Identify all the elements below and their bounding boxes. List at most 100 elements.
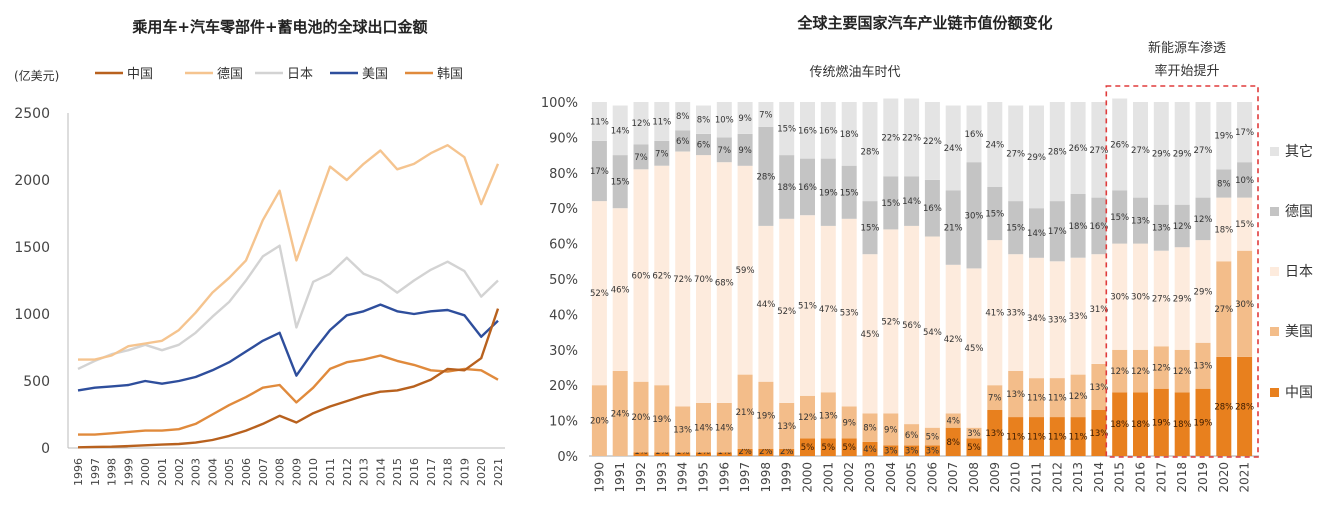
bar-legend-swatch-share_japan (1270, 267, 1279, 276)
line-chart-unit-label: (亿美元) (14, 68, 59, 83)
bar-stack-2015: 18% 12% 30% 15% 26% (1110, 98, 1129, 456)
bar-segment-share_germany (1112, 190, 1128, 244)
bar-segment-share_japan (737, 165, 753, 375)
bar-segment-share_usa (633, 381, 649, 453)
line-x-tick-label: 2001 (156, 458, 169, 486)
bar-segment-share_usa (1091, 364, 1107, 410)
bar-segment-share_japan (1133, 243, 1148, 350)
bar-data-label: 6% (905, 431, 919, 441)
bar-segment-share_usa (758, 381, 774, 449)
bar-segment-share_other (800, 102, 815, 159)
bar-data-label: 9% (738, 146, 752, 156)
bar-data-label: 12% (1069, 392, 1088, 402)
bar-data-label: 22% (923, 137, 942, 147)
bar-data-label: 28% (861, 148, 880, 158)
export-line-chart: 乘用车+汽车零部件+蓄电池的全球出口金额 (亿美元) 中国 德国 日本 美国 韩国 0 5… (14, 18, 505, 486)
bar-data-label: 14% (694, 424, 713, 434)
bar-data-label: 27% (1152, 295, 1171, 305)
bar-segment-share_china (779, 448, 795, 456)
bar-x-tick-label: 2007 (946, 462, 960, 493)
bar-segment-share_usa (696, 402, 711, 453)
bar-segment-share_other (1237, 102, 1253, 163)
bar-data-label: 15% (861, 224, 880, 234)
bar-segment-share_japan (696, 155, 711, 403)
bar-x-tick-label: 1994 (676, 462, 690, 493)
bar-segment-share_china (987, 410, 1003, 456)
bar-data-label: 13% (1194, 362, 1213, 372)
line-series-germany (78, 144, 500, 361)
bar-data-label: 12% (1194, 215, 1213, 225)
bar-data-label: 8% (676, 112, 690, 122)
bar-segment-share_japan (1216, 197, 1232, 262)
bar-data-label: 5% (822, 443, 836, 453)
bar-data-label: 42% (944, 335, 963, 345)
bar-segment-share_japan (612, 208, 628, 371)
bar-segment-share_usa (841, 406, 857, 439)
bar-data-label: 31% (1089, 305, 1108, 315)
bar-y-tick-label: 100% (541, 96, 578, 111)
bar-stack-2008: 5% 3% 45% 30% 16% (965, 105, 984, 456)
bar-x-tick-label: 2009 (988, 462, 1002, 493)
bar-segment-share_germany (904, 176, 920, 226)
line-x-tick-label: 2012 (341, 458, 354, 486)
bar-stack-2021: 28% 30% 15% 10% 17% (1235, 102, 1254, 456)
bar-y-tick-label: 20% (549, 379, 578, 394)
bar-data-label: 2% (759, 447, 773, 457)
bar-segment-share_japan (883, 229, 899, 414)
bar-data-label: 4% (863, 445, 877, 455)
bar-segment-share_usa (924, 427, 940, 446)
bar-data-label: 12% (1110, 367, 1129, 377)
bar-data-label: 14% (902, 197, 921, 207)
bar-data-label: 18% (840, 130, 859, 140)
line-y-tick-label: 2000 (14, 173, 50, 189)
bar-data-label: 24% (611, 410, 630, 420)
bar-data-label: 27% (1131, 146, 1150, 156)
bar-segment-share_china (904, 445, 920, 456)
bar-data-label: 18% (1069, 222, 1088, 232)
bar-legend-label-share_germany: 德国 (1285, 204, 1313, 220)
bar-segment-share_china (883, 445, 899, 456)
bar-segment-share_china (924, 445, 940, 456)
bar-data-label: 19% (652, 415, 671, 425)
bar-data-label: 13% (1006, 390, 1025, 400)
bar-segment-share_germany (1049, 201, 1065, 262)
bar-segment-share_japan (758, 225, 774, 382)
line-x-tick-label: 2010 (307, 458, 320, 486)
bar-y-tick-label: 0% (557, 450, 578, 465)
bar-segment-share_germany (696, 133, 711, 156)
bar-data-label: 15% (1110, 213, 1129, 223)
line-x-tick-label: 1996 (72, 458, 85, 486)
bar-x-tick-label: 2014 (1092, 462, 1106, 493)
bar-data-label: 5% (801, 443, 815, 453)
bar-segment-share_china (1153, 388, 1169, 456)
bar-segment-share_germany (862, 201, 878, 255)
bar-data-label: 7% (655, 149, 669, 159)
bar-segment-share_other (696, 105, 711, 134)
bar-x-tick-label: 2001 (821, 462, 835, 493)
bar-data-label: 12% (1131, 367, 1150, 377)
bar-legend-swatch-share_china (1270, 388, 1279, 397)
bar-stack-1990: 0%20%52%17%11% (590, 102, 609, 457)
bar-x-tick-label: 2003 (863, 462, 877, 493)
bar-segment-share_other (654, 102, 670, 141)
bar-data-label: 16% (965, 130, 984, 140)
bar-data-label: 12% (1173, 222, 1192, 232)
bar-segment-share_china (945, 427, 961, 456)
bar-segment-share_other (758, 102, 774, 127)
bar-data-label: 33% (1069, 312, 1088, 322)
bar-segment-share_usa (820, 392, 836, 439)
bar-data-label: 54% (923, 328, 942, 338)
bar-data-label: 13% (1131, 217, 1150, 227)
line-y-tick-label: 2500 (14, 106, 50, 122)
bar-data-label: 16% (1089, 222, 1108, 232)
bar-x-tick-label: 2004 (884, 462, 898, 493)
bar-data-label: 14% (611, 126, 630, 136)
bar-data-label: 15% (840, 188, 859, 198)
bar-data-label: 9% (842, 418, 856, 428)
bar-data-label: 17% (1048, 227, 1067, 237)
bar-segment-share_other (987, 102, 1003, 187)
bar-segment-share_japan (800, 215, 815, 396)
bar-data-label: 15% (985, 210, 1004, 220)
bar-segment-share_japan (987, 240, 1003, 386)
bar-segment-share_germany (987, 187, 1003, 241)
